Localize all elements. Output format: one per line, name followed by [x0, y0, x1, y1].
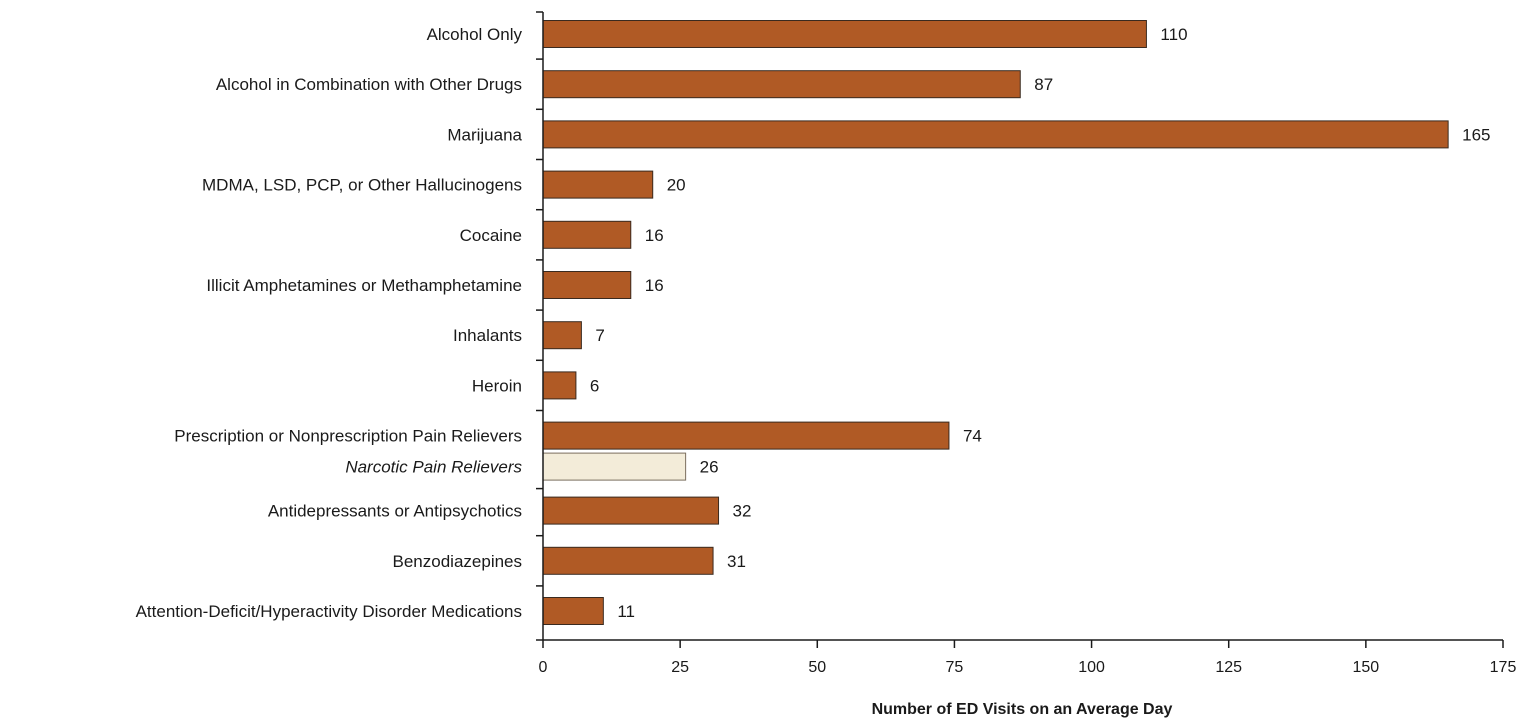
category-label-illicit-amphetamines-or-methamphetamine: Illicit Amphetamines or Methamphetamine [206, 276, 522, 295]
x-axis-title: Number of ED Visits on an Average Day [872, 701, 1173, 718]
value-label-marijuana: 165 [1462, 125, 1490, 144]
bar-attention-deficit-hyperactivity-disorder-medications [542, 597, 604, 625]
value-label-alcohol-only: 110 [1160, 25, 1187, 44]
value-label-narcotic-pain-relievers: 26 [700, 458, 719, 477]
bar-heroin [542, 371, 577, 400]
x-tick-label-100: 100 [1078, 659, 1105, 676]
category-label-attention-deficit-hyperactivity-disorder-medications: Attention-Deficit/Hyperactivity Disorder… [136, 602, 522, 621]
value-label-prescription-or-nonprescription-pain-relievers: 74 [963, 427, 982, 446]
bar-illicit-amphetamines-or-methamphetamine [542, 271, 632, 299]
value-label-attention-deficit-hyperactivity-disorder-medications: 11 [617, 602, 635, 621]
value-label-heroin: 6 [590, 376, 599, 395]
category-label-antidepressants-or-antipsychotics: Antidepressants or Antipsychotics [268, 502, 522, 521]
x-tick-label-175: 175 [1490, 659, 1517, 676]
x-tick-label-25: 25 [671, 659, 689, 676]
category-label-cocaine: Cocaine [460, 226, 522, 245]
bar-alcohol-only [542, 20, 1147, 48]
category-label-prescription-or-nonprescription-pain-relievers: Prescription or Nonprescription Pain Rel… [174, 427, 522, 446]
category-label-inhalants: Inhalants [453, 326, 522, 345]
value-label-inhalants: 7 [595, 326, 604, 345]
value-label-benzodiazepines: 31 [727, 552, 746, 571]
bar-mdma-lsd-pcp-or-other-hallucinogens [542, 170, 654, 199]
bar-antidepressants-or-antipsychotics [542, 496, 720, 525]
value-label-mdma-lsd-pcp-or-other-hallucinogens: 20 [667, 176, 686, 195]
x-tick-label-150: 150 [1353, 659, 1380, 676]
bar-narcotic-pain-relievers [542, 452, 687, 481]
category-label-mdma-lsd-pcp-or-other-hallucinogens: MDMA, LSD, PCP, or Other Hallucinogens [202, 176, 522, 195]
x-tick-label-125: 125 [1215, 659, 1242, 676]
x-tick-label-50: 50 [808, 659, 826, 676]
category-label-marijuana: Marijuana [447, 125, 522, 144]
bar-cocaine [542, 220, 632, 249]
bar-alcohol-in-combination-with-other-drugs [542, 70, 1021, 99]
category-label-narcotic-pain-relievers: Narcotic Pain Relievers [345, 458, 522, 477]
category-label-alcohol-in-combination-with-other-drugs: Alcohol in Combination with Other Drugs [216, 75, 522, 94]
bar-prescription-or-nonprescription-pain-relievers [542, 421, 950, 450]
value-label-illicit-amphetamines-or-methamphetamine: 16 [645, 276, 664, 295]
category-label-benzodiazepines: Benzodiazepines [393, 552, 522, 571]
category-label-alcohol-only: Alcohol Only [427, 25, 523, 44]
value-label-cocaine: 16 [645, 226, 664, 245]
bar-benzodiazepines [542, 546, 714, 575]
value-label-antidepressants-or-antipsychotics: 32 [733, 502, 752, 521]
x-tick-label-0: 0 [539, 659, 548, 676]
axes: Alcohol Only Alcohol in Combination with … [136, 11, 1517, 676]
value-label-alcohol-in-combination-with-other-drugs: 87 [1034, 75, 1053, 94]
bars: 110 87 165 20 16 16 7 6 74 26 32 31 11 [542, 20, 1491, 625]
x-tick-label-75: 75 [946, 659, 964, 676]
category-label-heroin: Heroin [472, 376, 522, 395]
bar-marijuana [542, 120, 1449, 149]
bar-inhalants [542, 321, 582, 350]
